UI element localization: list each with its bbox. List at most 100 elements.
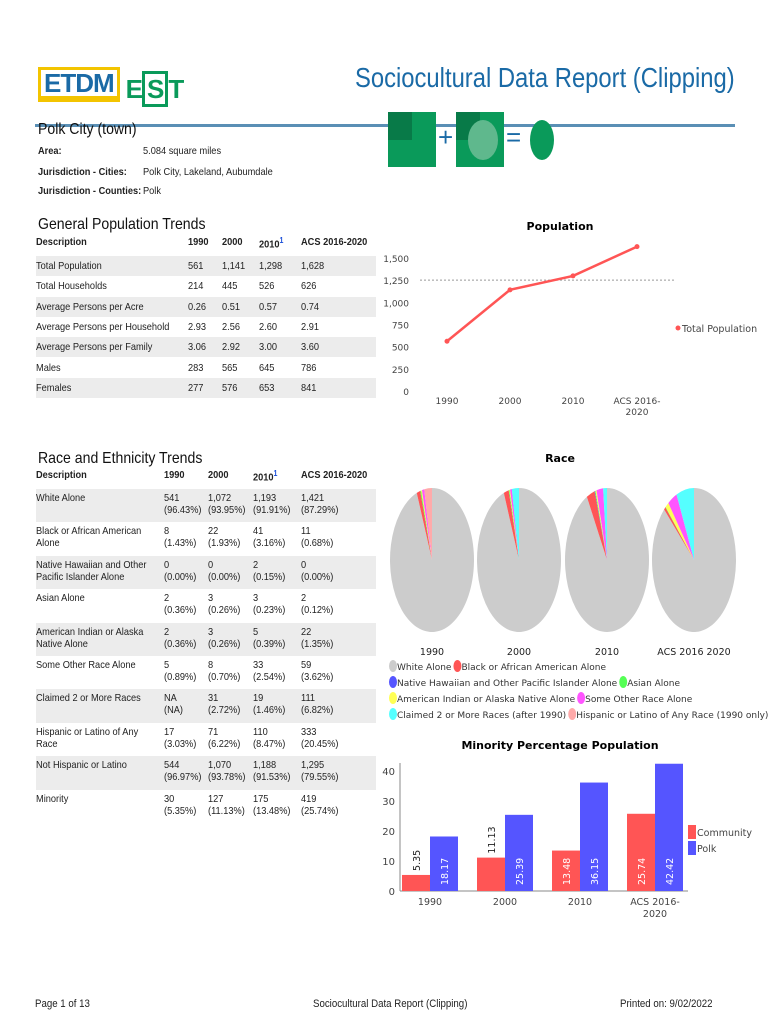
table-cell: 1,070 (93.78%) — [208, 759, 246, 784]
table-cell: 0 (0.00%) — [164, 558, 197, 583]
pie-slice — [665, 506, 694, 560]
pie-slice — [668, 494, 694, 560]
puzzle-graphic: + = — [388, 112, 558, 168]
footnote-link[interactable]: 1 — [279, 236, 284, 245]
legend-label: Hispanic or Latino of Any Race (1990 onl… — [576, 711, 768, 721]
x-tick-label: 2000 — [499, 397, 522, 407]
table-cell: 0.26 — [187, 300, 206, 313]
legend-label: Asian Alone — [627, 679, 680, 689]
pie-label: 1990 — [420, 647, 444, 658]
table-cell: 526 — [259, 280, 275, 293]
chart-title: Race — [545, 452, 575, 465]
clipped-piece-icon — [530, 120, 554, 160]
table-cell: NA (NA) — [164, 692, 184, 717]
table-cell: 1,421 (87.29%) — [300, 492, 339, 516]
table-row: Males 283 565 645 786 — [36, 357, 376, 377]
x-tick-label: ACS 2016- — [613, 397, 660, 407]
table-cell: 786 — [300, 361, 317, 374]
table-cell: 1,188 (91.53%) — [253, 759, 291, 784]
table-cell: Males — [36, 361, 61, 374]
table-row: Total Population 561 1,141 1,298 1,628 — [36, 256, 376, 277]
legend-label: Total Population — [681, 324, 757, 335]
place-name: Polk City (town) — [38, 121, 137, 138]
table-cell: 110 (8.47%) — [253, 725, 286, 750]
table-cell: 3.06 — [187, 341, 206, 354]
table-cell: 111 (6.82%) — [300, 692, 334, 717]
pie-slice — [503, 490, 519, 560]
table-cell: 175 (13.48%) — [253, 792, 291, 817]
race-heading: Race and Ethnicity Trends — [38, 450, 203, 467]
table-cell: 1,193 (91.91%) — [253, 492, 291, 516]
bar — [627, 813, 655, 891]
column-header: ACS 2016-2020 — [300, 236, 367, 248]
x-tick-label: 2010 — [562, 397, 585, 407]
bar-value-label: 18.17 — [440, 858, 451, 885]
table-cell: Black or African American Alone — [36, 525, 142, 550]
table-cell: 127 (11.13%) — [208, 792, 246, 817]
table-cell: 71 (6.22%) — [208, 725, 241, 750]
table-row: Not Hispanic or Latino 544 (96.97%) 1,070 (9… — [36, 756, 376, 790]
table-row: Females 277 576 653 841 — [36, 377, 376, 399]
table-cell: 30 (5.35%) — [164, 792, 197, 817]
table-cell: 22 (1.93%) — [208, 525, 241, 550]
x-tick-label: 2020 — [643, 909, 667, 920]
legend-label: American Indian or Alaska Native Alone — [397, 695, 576, 705]
legend-label: Claimed 2 or More Races (after 1990) — [397, 711, 566, 721]
pie-slice — [586, 491, 607, 560]
x-tick-label: 2000 — [493, 897, 517, 908]
counties-label: Jurisdiction - Counties: — [38, 185, 142, 197]
race-pie-charts: Race 1990 2000 2010 ACS 2016 2020 White Alone… — [389, 452, 768, 721]
table-cell: 0.57 — [259, 300, 278, 313]
data-point — [570, 273, 576, 279]
table-header-row: Description 1990 2000 20101 ACS 2016-2020 — [36, 469, 376, 489]
legend-marker — [389, 708, 397, 720]
table-cell: 0.51 — [222, 300, 241, 313]
table-cell: Claimed 2 or More Races — [36, 692, 141, 705]
pie-slice — [508, 489, 519, 560]
legend-marker — [688, 825, 696, 839]
data-point — [634, 244, 640, 250]
data-point — [444, 338, 450, 344]
table-row: Claimed 2 or More Races NA (NA) 31 (2.72%) 19… — [36, 689, 376, 723]
table-cell: 0 (0.00%) — [300, 558, 334, 583]
bar — [430, 836, 458, 891]
table-cell: 0 (0.00%) — [208, 558, 241, 583]
table-cell: 333 (20.45%) — [300, 725, 339, 750]
table-row: Native Hawaiian and Other Pacific Island… — [36, 555, 376, 590]
legend-label: Some Other Race Alone — [585, 695, 693, 705]
minority-percentage-chart: Minority Percentage Population 0 10 20 30 40 5… — [382, 739, 752, 920]
y-tick-label: 30 — [382, 797, 395, 808]
table-cell: 19 (1.46%) — [253, 692, 286, 717]
table-cell: 8 (1.43%) — [164, 525, 197, 550]
y-tick-label: 0 — [389, 887, 395, 898]
chart-title: Minority Percentage Population — [461, 739, 658, 752]
legend-label: Black or African American Alone — [461, 663, 606, 673]
pie-slice — [665, 502, 694, 560]
pie-slice — [511, 488, 519, 560]
table-cell: 653 — [259, 381, 275, 394]
table-row: Hispanic or Latino of Any Race 17 (3.03%) 7… — [36, 723, 376, 756]
table-cell: 2 (0.36%) — [164, 592, 197, 617]
table-cell: 2 (0.36%) — [164, 625, 197, 650]
footnote-link[interactable]: 1 — [273, 469, 278, 478]
legend-marker — [389, 692, 397, 704]
table-row: Minority 30 (5.35%) 127 (11.13%) 175 (13.48%) 4… — [36, 790, 376, 823]
bar-value-label: 25.39 — [515, 858, 526, 885]
pie-slice — [594, 491, 607, 560]
table-cell: 841 — [300, 381, 317, 394]
pie-label: ACS 2016 2020 — [657, 647, 730, 658]
x-tick-label: ACS 2016- — [630, 897, 680, 908]
table-row: Average Persons per Family 3.06 2.92 3.00 3.… — [36, 337, 376, 358]
bar — [402, 874, 430, 891]
table-cell: 3 (0.26%) — [208, 592, 241, 617]
general-population-table: Description 1990 2000 20101 ACS 2016-2020 Tot… — [36, 236, 376, 399]
table-cell: 0.74 — [300, 300, 319, 313]
pie-label: 2000 — [507, 647, 531, 658]
table-cell: 22 (1.35%) — [300, 625, 334, 650]
y-tick-label: 1,000 — [383, 299, 409, 309]
table-cell: 59 (3.62%) — [300, 658, 334, 683]
general-heading: General Population Trends — [38, 216, 206, 233]
y-tick-label: 40 — [382, 767, 395, 778]
cities-value: Polk City, Lakeland, Aubumdale — [143, 166, 273, 178]
